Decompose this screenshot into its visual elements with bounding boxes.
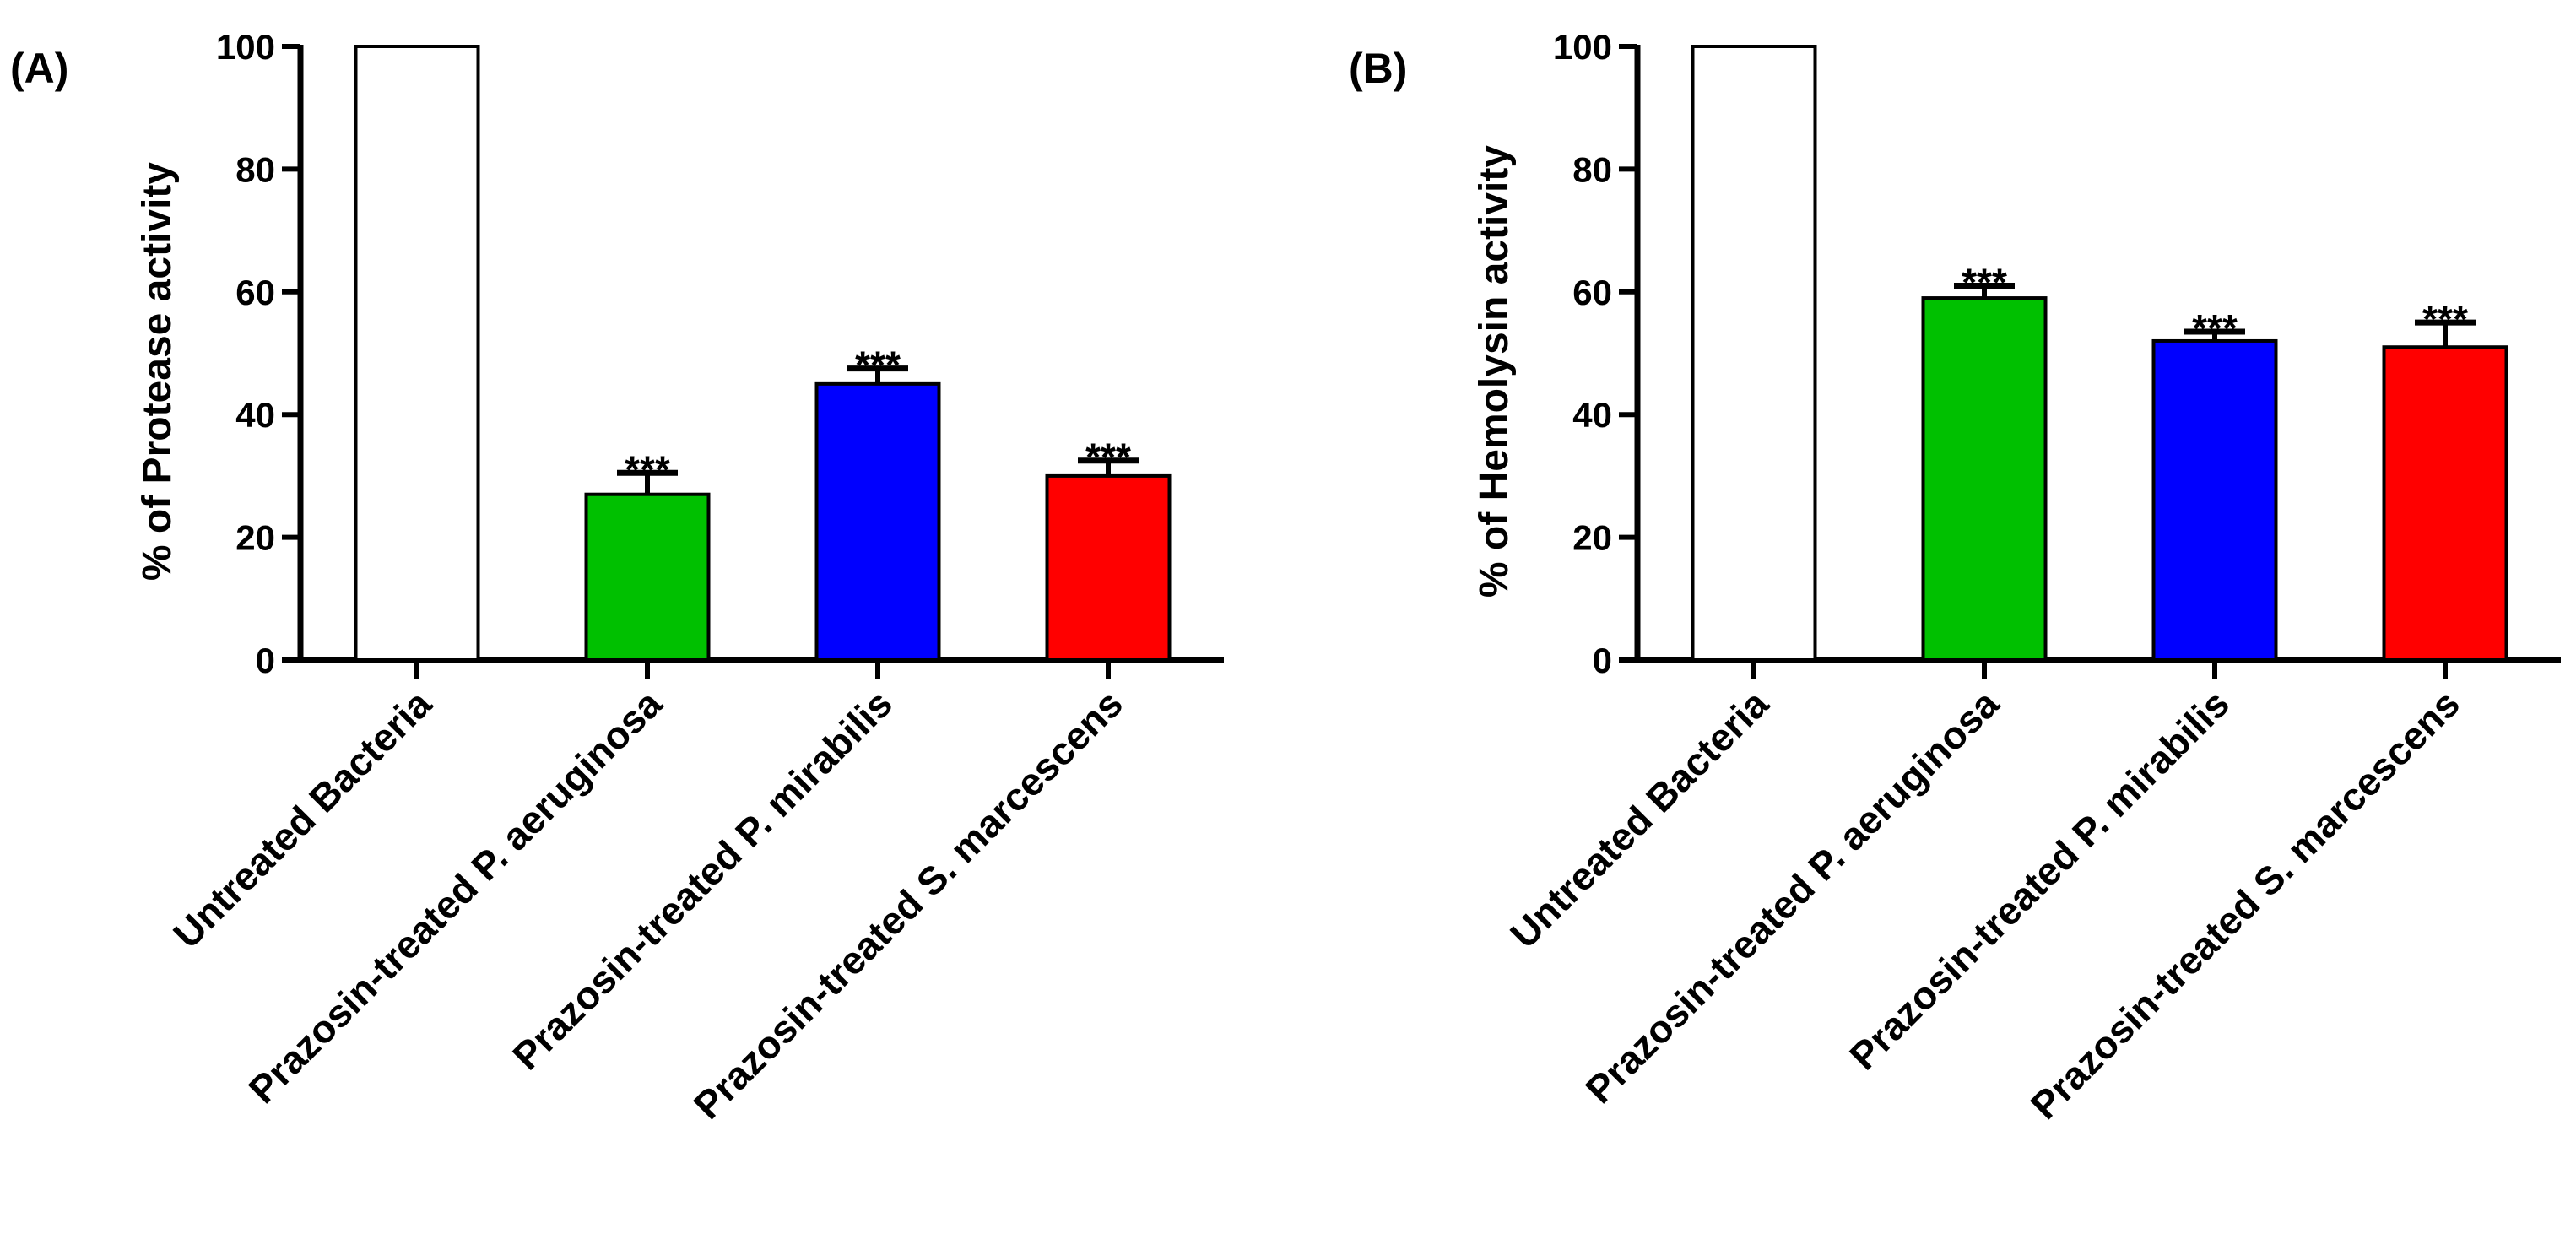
panel-a-bar-0 <box>354 45 480 662</box>
panel-b-bar-3 <box>2382 345 2508 662</box>
panel-a-bar-1 <box>584 492 711 663</box>
panel-a-y-tick-label-0: 0 <box>256 641 275 680</box>
panel-b-x-tick-label-3: Prazosin-treated S. marcescens <box>2022 681 2469 1128</box>
panel-a-x-tick-label-3: Prazosin-treated S. marcescens <box>685 681 1132 1128</box>
panel-a-y-ticks: 0 20 40 60 80 100 <box>216 27 300 680</box>
panel-b-bar-1 <box>1921 296 2048 662</box>
panel-a-x-tick-label-1: Prazosin-treated P. aeruginosa <box>240 681 670 1112</box>
panel-a-bar-3 <box>1045 473 1172 663</box>
panel-b-x-tick-label-0: Untreated Bacteria <box>1502 681 1777 956</box>
panel-b-y-tick-label-100: 100 <box>1553 27 1612 67</box>
panel-a-label: (A) <box>10 45 68 92</box>
panel-a-x-tick-label-0: Untreated Bacteria <box>165 681 440 956</box>
panel-b-chart: (B) % of Hemolysin activity 0 20 40 60 80 100… <box>1349 27 2561 1128</box>
panel-b-bar-2 <box>2151 338 2278 662</box>
panel-a-significance-3: *** <box>1085 436 1131 479</box>
panel-a-y-tick-label-40: 40 <box>235 395 275 435</box>
panel-b-y-tick-label-0: 0 <box>1593 641 1612 680</box>
panel-b-y-axis-label: % of Hemolysin activity <box>1472 145 1517 598</box>
panel-b-y-tick-label-20: 20 <box>1572 518 1612 558</box>
panel-b-y-ticks: 0 20 40 60 80 100 <box>1553 27 1637 680</box>
panel-a-y-tick-label-60: 60 <box>235 273 275 312</box>
panel-a-y-axis-label: % of Protease activity <box>135 162 180 582</box>
panel-b-y-tick-label-40: 40 <box>1572 395 1612 435</box>
panel-b-x-tick-label-2: Prazosin-treated P. mirabilis <box>1841 681 2238 1078</box>
panel-a-y-tick-label-100: 100 <box>216 27 275 67</box>
panel-b-significance-2: *** <box>2192 306 2238 350</box>
panel-a-bar-2 <box>814 381 941 662</box>
panel-b-label: (B) <box>1349 45 1407 92</box>
panel-b-bars: *** *** *** <box>1691 45 2508 662</box>
panel-a-x-tick-label-2: Prazosin-treated P. mirabilis <box>504 681 901 1078</box>
panel-a-y-tick-label-20: 20 <box>235 518 275 558</box>
panel-a-significance-1: *** <box>625 447 670 491</box>
panel-b-x-tick-label-1: Prazosin-treated P. aeruginosa <box>1577 681 2007 1112</box>
panel-b-bar-0 <box>1691 45 1817 662</box>
panel-b-significance-1: *** <box>1962 261 2007 305</box>
panel-a-y-tick-label-80: 80 <box>235 149 275 189</box>
panel-b-y-tick-label-60: 60 <box>1572 273 1612 312</box>
panel-a-chart: (A) % of Protease activity 020406080100 … <box>10 27 1224 1128</box>
panel-a-significance-2: *** <box>855 344 901 387</box>
panel-b-y-tick-label-80: 80 <box>1572 149 1612 189</box>
panel-b-significance-3: *** <box>2422 297 2468 341</box>
panel-a-bars: *** *** *** <box>354 45 1172 663</box>
